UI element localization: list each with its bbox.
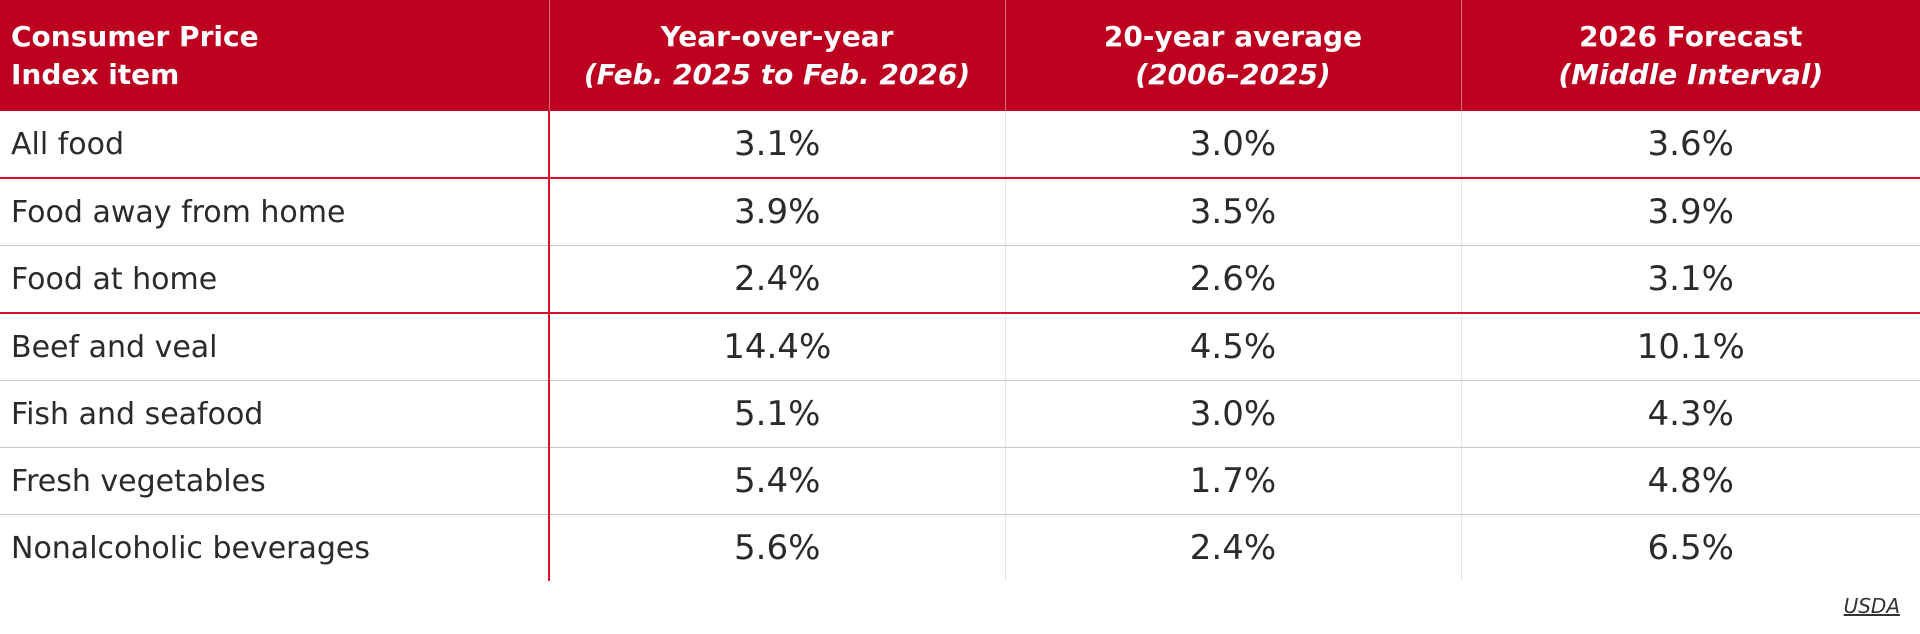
header-avg-title: 20-year average — [1103, 19, 1363, 53]
table-row: All food 3.1% 3.0% 3.6% — [0, 111, 1920, 179]
row-avg-value: 3.0% — [1004, 380, 1461, 448]
row-yoy-value: 3.9% — [549, 178, 1005, 246]
table-row: Nonalcoholic beverages 5.6% 2.4% 6.5% — [0, 514, 1920, 581]
row-item-label: Beef and veal — [0, 313, 550, 381]
header-forecast-interval: (Middle Interval) — [1558, 57, 1824, 91]
header-avg: 20-year average (2006–2025) — [1004, 0, 1461, 111]
header-yoy: Year-over-year (Feb. 2025 to Feb. 2026) — [548, 0, 1005, 111]
row-avg-value: 1.7% — [1004, 447, 1461, 515]
header-yoy-period: (Feb. 2025 to Feb. 2026) — [583, 57, 971, 91]
row-forecast-value: 10.1% — [1460, 313, 1920, 381]
row-item-label: Food at home — [0, 245, 550, 314]
header-item-line1: Consumer Price — [11, 19, 259, 53]
row-item-label: Food away from home — [0, 178, 550, 246]
row-yoy-value: 5.4% — [549, 447, 1005, 515]
row-avg-value: 4.5% — [1004, 313, 1461, 381]
row-forecast-value: 4.3% — [1460, 380, 1920, 448]
cpi-table: Consumer Price Index item Year-over-year… — [0, 0, 1920, 581]
row-forecast-value: 6.5% — [1460, 514, 1920, 581]
table-row: Beef and veal 14.4% 4.5% 10.1% — [0, 313, 1920, 381]
table-row: Fish and seafood 5.1% 3.0% 4.3% — [0, 380, 1920, 448]
row-forecast-value: 3.9% — [1460, 178, 1920, 246]
row-item-label: Fresh vegetables — [0, 447, 550, 515]
row-yoy-value: 14.4% — [549, 313, 1005, 381]
row-forecast-value: 4.8% — [1460, 447, 1920, 515]
row-forecast-value: 3.1% — [1460, 245, 1920, 314]
row-item-label: Nonalcoholic beverages — [0, 514, 550, 581]
row-yoy-value: 5.6% — [734, 528, 821, 568]
header-item: Consumer Price Index item — [0, 0, 549, 111]
table-body: All food 3.1% 3.0% 3.6% Food away from h… — [0, 111, 1920, 581]
header-yoy-title: Year-over-year — [660, 19, 894, 53]
header-forecast-title: 2026 Forecast — [1579, 19, 1803, 53]
row-avg-value: 3.0% — [1004, 111, 1461, 179]
source-link[interactable]: USDA — [1843, 594, 1900, 618]
table-row: Food away from home 3.9% 3.5% 3.9% — [0, 178, 1920, 246]
header-avg-period: (2006–2025) — [1135, 57, 1331, 91]
table-header: Consumer Price Index item Year-over-year… — [0, 0, 1920, 111]
row-avg-value: 3.5% — [1004, 178, 1461, 246]
row-avg-value: 2.6% — [1004, 245, 1461, 314]
header-row: Consumer Price Index item Year-over-year… — [0, 0, 1920, 111]
row-item-label: Fish and seafood — [0, 380, 550, 448]
row-yoy-value: 5.1% — [549, 380, 1005, 448]
row-avg-value: 2.4% — [1004, 514, 1461, 581]
table-row: Fresh vegetables 5.4% 1.7% 4.8% — [0, 447, 1920, 515]
header-item-line2: Index item — [11, 57, 180, 91]
table-row: Food at home 2.4% 2.6% 3.1% — [0, 245, 1920, 314]
row-forecast-value: 3.6% — [1460, 111, 1920, 179]
row-yoy-value: 2.4% — [549, 245, 1005, 314]
row-yoy-value: 3.1% — [549, 111, 1005, 179]
header-forecast: 2026 Forecast (Middle Interval) — [1460, 0, 1920, 111]
row-item-label: All food — [0, 111, 550, 179]
